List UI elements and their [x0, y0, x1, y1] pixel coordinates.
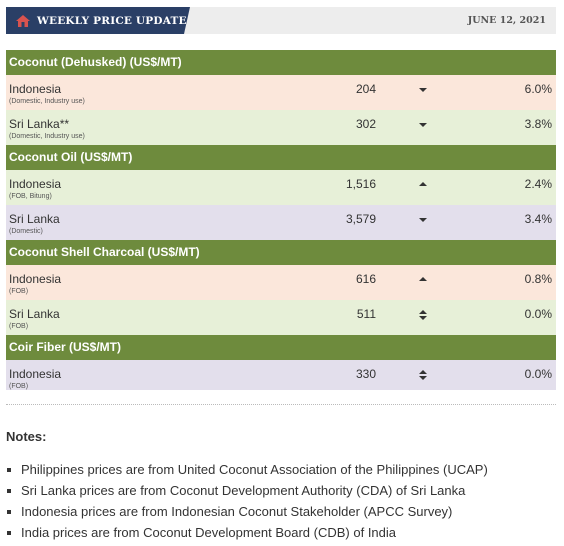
price-table[interactable]: Coconut (Dehusked) (US$/MT) Indonesia (Dom…: [6, 50, 556, 390]
market-note: (Domestic, Industry use): [9, 133, 85, 140]
change-percent: 3.4%: [524, 212, 552, 226]
country-name: Indonesia: [9, 367, 62, 381]
note-item: India prices are from Coconut Developmen…: [6, 522, 488, 543]
price-row: Sri Lanka (FOB) 511 0.0%: [6, 300, 556, 335]
note-text: Indonesia prices are from Indonesian Coc…: [21, 504, 453, 519]
price-value: 204: [355, 82, 376, 96]
price-value: 1,516: [345, 177, 376, 191]
price-update-header: WEEKLY PRICE UPDATE JUNE 12, 2021: [6, 7, 556, 34]
divider: [6, 404, 556, 405]
price-value: 330: [355, 367, 376, 381]
house-icon: [16, 15, 30, 27]
change-percent: 0.8%: [524, 272, 552, 286]
section-header: Coir Fiber (US$/MT): [6, 335, 556, 360]
notes-title: Notes:: [6, 429, 47, 444]
price-row: Indonesia (Domestic, Industry use) 204 6.0%: [6, 75, 556, 110]
note-text: Sri Lanka prices are from Coconut Develo…: [21, 483, 466, 498]
market-note: (FOB): [9, 383, 29, 390]
country-name: Sri Lanka: [9, 307, 60, 321]
bullet-icon: [7, 531, 11, 535]
price-row: Sri Lanka** (Domestic, Industry use) 302 3.…: [6, 110, 556, 145]
up-down-arrows-icon: [419, 310, 427, 320]
caret-down-icon: [419, 218, 427, 222]
market-note: (FOB): [9, 323, 29, 330]
bullet-icon: [7, 468, 11, 472]
section-header: Coconut Oil (US$/MT): [6, 145, 556, 170]
bullet-icon: [7, 510, 11, 514]
caret-up-icon: [419, 277, 427, 281]
price-row: Indonesia (FOB) 616 0.8%: [6, 265, 556, 300]
market-note: (Domestic): [9, 228, 43, 235]
change-percent: 2.4%: [524, 177, 552, 191]
caret-down-icon: [419, 123, 427, 127]
price-value: 511: [356, 307, 376, 321]
section-header: Coconut (Dehusked) (US$/MT): [6, 50, 556, 75]
caret-down-icon: [419, 88, 427, 92]
bullet-icon: [7, 489, 11, 493]
up-down-arrows-icon: [419, 370, 427, 380]
market-note: (FOB): [9, 288, 29, 295]
note-item: Sri Lanka prices are from Coconut Develo…: [6, 480, 488, 501]
notes-list: Philippines prices are from United Cocon…: [6, 459, 488, 543]
caret-up-icon: [419, 182, 427, 186]
change-percent: 3.8%: [524, 117, 552, 131]
note-text: India prices are from Coconut Developmen…: [21, 525, 397, 540]
note-item: Indonesia prices are from Indonesian Coc…: [6, 501, 488, 522]
change-percent: 0.0%: [524, 367, 552, 381]
title-tab: WEEKLY PRICE UPDATE: [6, 7, 190, 34]
country-name: Sri Lanka**: [9, 117, 70, 131]
country-name: Indonesia: [9, 272, 62, 286]
country-name: Sri Lanka: [9, 212, 60, 226]
update-date: JUNE 12, 2021: [467, 15, 546, 26]
change-percent: 6.0%: [524, 82, 552, 96]
price-value: 616: [355, 272, 376, 286]
section-header: Coconut Shell Charcoal (US$/MT): [6, 240, 556, 265]
price-value: 3,579: [345, 212, 376, 226]
market-note: (Domestic, Industry use): [9, 98, 85, 105]
note-text: Philippines prices are from United Cocon…: [21, 462, 488, 477]
page-title: WEEKLY PRICE UPDATE: [37, 14, 187, 27]
market-note: (FOB, Bitung): [9, 193, 52, 200]
change-percent: 0.0%: [524, 307, 552, 321]
price-row: Indonesia (FOB, Bitung) 1,516 2.4%: [6, 170, 556, 205]
country-name: Indonesia: [9, 177, 62, 191]
price-value: 302: [355, 117, 376, 131]
price-row: Indonesia (FOB) 330 0.0%: [6, 360, 556, 390]
price-row: Sri Lanka (Domestic) 3,579 3.4%: [6, 205, 556, 240]
country-name: Indonesia: [9, 82, 62, 96]
note-item: Philippines prices are from United Cocon…: [6, 459, 488, 480]
